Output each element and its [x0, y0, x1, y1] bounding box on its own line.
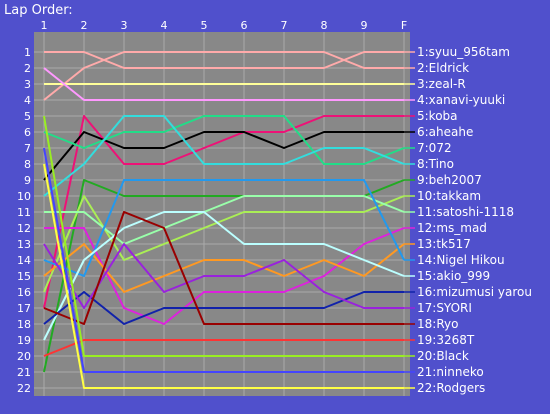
y-tick-label: 5 [24, 110, 31, 123]
y-tick-label: 8 [24, 158, 31, 171]
legend-entry: 18:Ryo [417, 317, 458, 331]
legend-entry: 14:Nigel Hikou [417, 253, 505, 267]
y-tick-label: 14 [17, 254, 31, 267]
series-line [43, 163, 404, 389]
legend-entry: 7:072 [417, 141, 452, 155]
series-line [43, 115, 405, 197]
legend-entry: 19:3268T [417, 333, 475, 347]
x-tick-label: 8 [321, 19, 328, 32]
y-tick-label: 16 [17, 286, 31, 299]
series-line [43, 67, 404, 101]
legend-entry: 3:zeal-R [417, 77, 466, 91]
series-line [43, 339, 404, 357]
series-line [43, 147, 404, 373]
legend: 1:syuu_956tam 2:Eldrick 3:zeal-R 4:xanavi-y… [404, 45, 532, 395]
legend-entry: 4:xanavi-yuuki [417, 93, 505, 107]
legend-entry: 5:koba [417, 109, 458, 123]
y-tick-label: 9 [24, 174, 31, 187]
y-tick-label: 18 [17, 318, 31, 331]
series-lines [43, 51, 405, 389]
y-tick-label: 12 [17, 222, 31, 235]
x-tick-label: 7 [281, 19, 288, 32]
legend-entry: 21:ninneko [417, 365, 484, 379]
legend-entry: 20:Black [417, 349, 469, 363]
series-line [43, 179, 405, 277]
legend-entry: 15:akio_999 [417, 269, 490, 283]
legend-entry: 9:beh2007 [417, 173, 482, 187]
plot-area [34, 32, 410, 396]
y-tick-label: 22 [17, 382, 31, 395]
series-line [43, 115, 404, 357]
y-tick-label: 4 [24, 94, 31, 107]
legend-entry: 2:Eldrick [417, 61, 469, 75]
y-tick-label: 1 [24, 46, 31, 59]
y-tick-label: 21 [17, 366, 31, 379]
legend-entry: 10:takkam [417, 189, 481, 203]
legend-entry: 8:Tino [417, 157, 454, 171]
y-tick-label: 10 [17, 190, 31, 203]
y-tick-label: 2 [24, 62, 31, 75]
y-tick-label: 13 [17, 238, 31, 251]
series-line [43, 211, 405, 341]
series-line [43, 51, 404, 101]
y-tick-label: 17 [17, 302, 31, 315]
x-tick-label: 9 [361, 19, 368, 32]
y-tick-label: 20 [17, 350, 31, 363]
x-tick-label: 6 [241, 19, 248, 32]
x-tick-label: 3 [121, 19, 128, 32]
legend-entry: 13:tk517 [417, 237, 471, 251]
legend-entry: 17:SYORI [417, 301, 472, 315]
legend-entry: 12:ms_mad [417, 221, 487, 235]
legend-entry: 1:syuu_956tam [417, 45, 510, 59]
x-tick-label: 5 [201, 19, 208, 32]
legend-entry: 16:mizumusi yarou [417, 285, 532, 299]
series-line [43, 211, 404, 325]
y-tick-label: 6 [24, 126, 31, 139]
legend-entry: 6:aheahe [417, 125, 473, 139]
x-tick-label: 4 [161, 19, 168, 32]
x-axis: 1 2 3 4 5 6 7 8 9 F [41, 19, 408, 32]
y-tick-label: 15 [17, 270, 31, 283]
y-tick-label: 7 [24, 142, 31, 155]
legend-entry: 22:Rodgers [417, 381, 485, 395]
y-tick-label: 19 [17, 334, 31, 347]
legend-entry: 11:satoshi-1118 [417, 205, 514, 219]
y-tick-label: 11 [17, 206, 31, 219]
x-tick-label: 1 [41, 19, 48, 32]
x-tick-label: 2 [81, 19, 88, 32]
series-line [43, 243, 404, 309]
x-tick-label: F [401, 19, 407, 32]
chart-title: Lap Order: [4, 3, 73, 18]
y-tick-label: 3 [24, 78, 31, 91]
